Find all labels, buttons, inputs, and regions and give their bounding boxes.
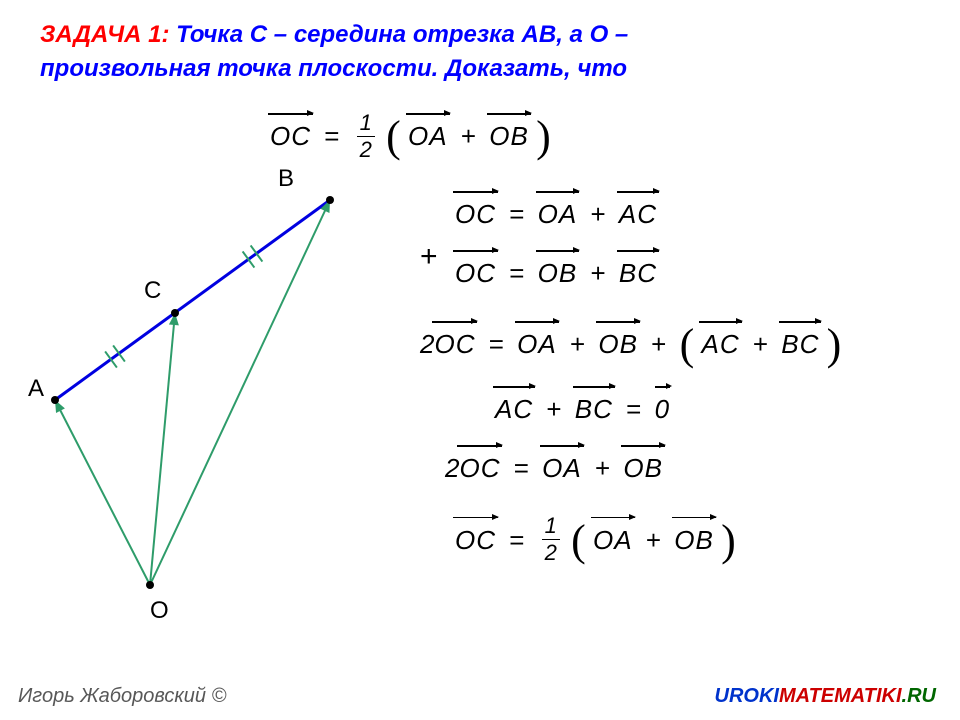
- label-C: C: [144, 277, 161, 305]
- combine-plus: +: [420, 240, 438, 274]
- p5-coef: 2: [445, 453, 459, 483]
- site-p1: UROKI: [715, 685, 779, 707]
- proof-line-5: 2OC = OA + OB: [445, 449, 841, 484]
- proof-line-4: AC + BC = 0: [495, 390, 841, 425]
- site-p2: MATEMATIKI: [779, 685, 902, 707]
- proof-line-3: 2OC = OA + OB + ( AC + BC ): [420, 313, 841, 366]
- frac-num: 1: [357, 112, 375, 137]
- problem-header: ЗАДАЧА 1: Точка С – середина отрезка АВ,…: [40, 18, 920, 85]
- p2-lhs: OC: [455, 254, 496, 289]
- plus: +: [461, 121, 476, 151]
- plus: +: [651, 329, 666, 359]
- vec-ob: OB: [489, 117, 529, 152]
- p3-coef: 2: [420, 329, 434, 359]
- lparen: (: [680, 320, 695, 369]
- label-B: B: [278, 165, 294, 193]
- vec-oc: OC: [270, 117, 311, 152]
- task-text-2: произвольная точка плоскости. Доказать, …: [40, 55, 627, 82]
- p1-t2: AC: [619, 195, 657, 230]
- p5-t2: OB: [623, 449, 663, 484]
- p6-t1: OA: [593, 521, 633, 556]
- equals: =: [324, 121, 339, 151]
- plus: +: [646, 525, 661, 555]
- task-text-1: Точка С – середина отрезка АВ, а О –: [176, 21, 628, 48]
- proof-line-1: OC = OA + AC: [455, 195, 841, 230]
- rparen: ): [721, 516, 736, 565]
- p1-t1: OA: [538, 195, 578, 230]
- frac-num: 1: [542, 515, 560, 540]
- p4-t1: AC: [495, 390, 533, 425]
- lparen: (: [571, 516, 586, 565]
- plus: +: [590, 258, 605, 288]
- author-credit: Игорь Жаборовский ©: [18, 685, 226, 708]
- p4-zero: 0: [655, 390, 669, 425]
- p3-t1: OA: [517, 325, 557, 360]
- rparen: ): [827, 320, 842, 369]
- p3-t3: AC: [701, 325, 739, 360]
- label-O: O: [150, 597, 169, 625]
- p3-lhs: OC: [434, 325, 475, 360]
- main-equation: OC = 1 2 ( OA + OB ): [270, 105, 551, 163]
- eq: =: [489, 329, 504, 359]
- proof-line-2: OC = OB + BC: [455, 254, 841, 289]
- p2-t1: OB: [538, 254, 578, 289]
- p6-t2: OB: [674, 521, 714, 556]
- plus: +: [590, 199, 605, 229]
- site-link: UROKIMATEMATIKI.RU: [715, 685, 936, 708]
- plus: +: [546, 394, 561, 424]
- eq: =: [509, 199, 524, 229]
- p3-t2: OB: [598, 325, 638, 360]
- proof-line-6: OC = 1 2 ( OA + OB ): [455, 509, 841, 567]
- site-p3: .RU: [902, 685, 936, 707]
- vec-oa: OA: [408, 117, 448, 152]
- p5-lhs: OC: [459, 449, 500, 484]
- plus: +: [570, 329, 585, 359]
- rparen: ): [536, 112, 551, 161]
- proof-block: OC = OA + AC OC = OB + BC 2OC = OA + OB …: [455, 195, 841, 590]
- label-A: A: [28, 375, 44, 403]
- plus: +: [753, 329, 768, 359]
- vector-diagram: A B C O: [10, 155, 410, 635]
- lparen: (: [386, 112, 401, 161]
- plus: +: [595, 453, 610, 483]
- p1-lhs: OC: [455, 195, 496, 230]
- eq: =: [509, 258, 524, 288]
- frac-den: 2: [542, 540, 560, 564]
- fraction-half-2: 1 2: [542, 515, 560, 564]
- eq: =: [514, 453, 529, 483]
- p5-t1: OA: [542, 449, 582, 484]
- eq: =: [626, 394, 641, 424]
- diagram-svg: [10, 155, 410, 635]
- eq: =: [509, 525, 524, 555]
- p3-t4: BC: [781, 325, 819, 360]
- fraction-half: 1 2: [357, 112, 375, 161]
- p2-t2: BC: [619, 254, 657, 289]
- p6-lhs: OC: [455, 521, 496, 556]
- p4-t2: BC: [575, 390, 613, 425]
- task-label: ЗАДАЧА 1:: [40, 21, 176, 48]
